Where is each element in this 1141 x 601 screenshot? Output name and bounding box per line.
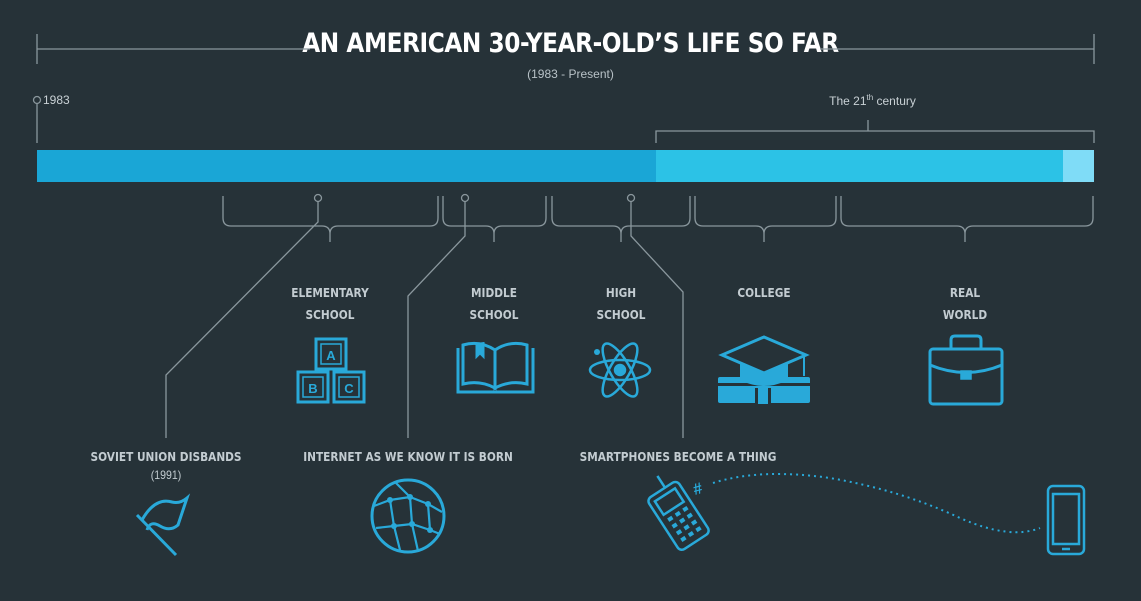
abc-blocks-icon: A B C — [296, 337, 366, 404]
event-soviet-union: SOVIET UNION DISBANDS (1991) — [78, 448, 254, 484]
bracket-real-world — [840, 196, 1094, 242]
stage-label: MIDDLE — [471, 286, 517, 300]
hashtag-icon: # — [691, 480, 704, 499]
globe-network-icon — [370, 478, 446, 554]
dotted-path — [712, 473, 1041, 534]
block-letter: C — [344, 381, 354, 396]
smartphone-icon — [1046, 484, 1086, 556]
century-label: The 21th century — [760, 93, 985, 108]
block-letter: B — [308, 381, 317, 396]
open-book-icon — [456, 341, 535, 394]
stage-middle-school: MIDDLE SCHOOL — [441, 282, 547, 326]
bracket-college — [694, 196, 837, 242]
event-label: SOVIET UNION DISBANDS — [90, 450, 242, 464]
century-label-suffix: century — [873, 94, 916, 108]
bracket-elementary — [222, 196, 439, 242]
event-year: (1991) — [150, 468, 182, 482]
graduation-cap-icon — [718, 335, 810, 404]
phone-to-smartphone-icon: # — [647, 473, 1086, 556]
stage-label: REAL — [949, 286, 981, 300]
atom-icon — [588, 342, 652, 398]
infographic-title: AN AMERICAN 30-YEAR-OLD’S LIFE SO FAR — [302, 28, 839, 59]
stage-label: SCHOOL — [305, 308, 355, 322]
event-marker-soviet — [165, 193, 323, 438]
bar-20th-century — [37, 150, 656, 182]
stage-real-world: REAL WORLD — [912, 282, 1018, 326]
bracket-middle — [442, 196, 547, 242]
title-rule — [36, 34, 1095, 64]
event-label: SMARTPHONES BECOME A THING — [579, 450, 777, 464]
start-year-label: 1983 — [43, 93, 70, 107]
century-label-superscript: th — [866, 93, 874, 102]
stage-label: COLLEGE — [737, 286, 791, 300]
stage-label: SCHOOL — [469, 308, 519, 322]
event-internet: INTERNET AS WE KNOW IT IS BORN — [302, 448, 513, 466]
century-label-text: The 21 — [829, 94, 867, 108]
stage-college: COLLEGE — [711, 282, 817, 304]
stage-label: HIGH — [605, 286, 637, 300]
century-bracket — [655, 120, 1095, 143]
flag-icon — [135, 493, 191, 557]
stage-label: ELEMENTARY — [291, 286, 369, 300]
block-letter: A — [326, 348, 336, 363]
stage-label: SCHOOL — [596, 308, 646, 322]
stage-high-school: HIGH SCHOOL — [568, 282, 674, 326]
event-label: INTERNET AS WE KNOW IT IS BORN — [303, 450, 513, 464]
stage-label: WORLD — [942, 308, 988, 322]
bar-21st-century — [656, 150, 1063, 182]
event-smartphones: SMARTPHONES BECOME A THING — [572, 448, 783, 466]
bracket-high — [551, 196, 691, 242]
briefcase-icon — [928, 334, 1004, 406]
event-marker-internet — [407, 193, 470, 438]
cell-phone-icon — [647, 475, 710, 551]
start-marker — [32, 95, 42, 143]
date-range-subtitle: (1983 - Present) — [527, 67, 614, 81]
event-marker-smartphones — [626, 193, 684, 438]
bar-present — [1063, 150, 1094, 182]
stage-elementary-school: ELEMENTARY SCHOOL — [277, 282, 383, 326]
